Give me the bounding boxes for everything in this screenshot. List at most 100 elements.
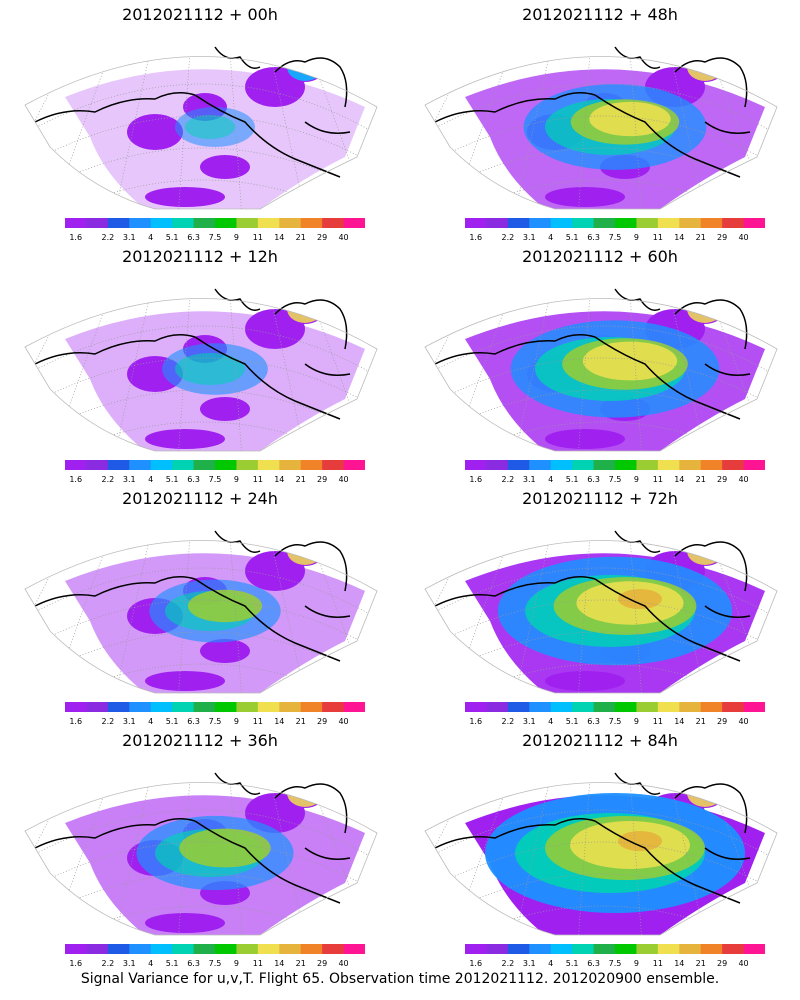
colorbar-swatch (343, 702, 365, 712)
panel-title: 2012021112 + 12h (122, 247, 278, 266)
colorbar-swatch (529, 460, 552, 470)
colorbar-swatch (236, 702, 259, 712)
variance-blob (200, 155, 250, 179)
colorbar-tick-label: 3.1 (523, 959, 536, 968)
longitude-line (209, 540, 371, 693)
variance-blob (200, 639, 250, 663)
coastline (704, 847, 751, 860)
colorbar-tick-label: 9 (634, 233, 639, 242)
latitude-line (25, 599, 377, 656)
coastline (434, 576, 596, 607)
colorbar-swatch (636, 460, 659, 470)
variance-blob (200, 397, 250, 421)
longitude-line (209, 298, 371, 451)
colorbar-swatch (529, 218, 552, 228)
coastline (214, 46, 261, 69)
colorbar-swatch (636, 944, 659, 954)
colorbar-swatch (193, 460, 216, 470)
coastline (304, 121, 351, 134)
variance-field-high (187, 589, 263, 623)
colorbar-swatch (657, 944, 680, 954)
colorbar-swatch (615, 218, 637, 228)
longitude-line (113, 298, 211, 451)
longitude-line (449, 56, 611, 209)
variance-map (24, 772, 378, 936)
colorbar-swatch (215, 460, 237, 470)
colorbar: 1.6 2.2 3.1 4 5.1 6.3 7.5 9 11 14 21 29 40 (65, 944, 365, 968)
colorbar-swatch (107, 218, 130, 228)
coastline (274, 57, 348, 108)
colorbar-swatch (550, 944, 573, 954)
coastline (304, 363, 351, 376)
variance-blob (545, 671, 625, 691)
colorbar-tick-label: 11 (653, 717, 663, 726)
colorbar-tick-label: 29 (717, 959, 727, 968)
colorbar-swatch (300, 460, 323, 470)
colorbar-tick-label: 29 (317, 717, 327, 726)
colorbar-swatch (743, 460, 765, 470)
coastline (594, 578, 741, 662)
longitude-line (209, 56, 307, 209)
colorbar-swatch (679, 460, 702, 470)
colorbar-swatch (150, 218, 173, 228)
colorbar-tick-label: 9 (634, 959, 639, 968)
variance-map (424, 46, 778, 210)
colorbar-swatch (465, 944, 487, 954)
coastline (614, 530, 661, 553)
colorbar-swatch (615, 944, 637, 954)
colorbar-swatch (465, 218, 487, 228)
colorbar-tick-label: 4 (148, 959, 153, 968)
colorbar-tick-label: 9 (634, 475, 639, 484)
colorbar-tick-label: 14 (274, 233, 284, 242)
coastline (704, 121, 751, 134)
colorbar-tick-label: 4 (148, 233, 153, 242)
coastline (304, 847, 351, 860)
colorbar-tick-label: 6.3 (187, 717, 200, 726)
colorbar-tick-label: 7.5 (609, 233, 622, 242)
colorbar-tick-label: 5.1 (166, 717, 179, 726)
latitude-line (25, 841, 377, 898)
colorbar-swatch (236, 460, 259, 470)
colorbar-tick-label: 21 (696, 475, 706, 484)
variance-hotspot (687, 540, 723, 565)
colorbar-swatch (743, 944, 765, 954)
colorbar-swatch (86, 944, 109, 954)
coastline (614, 288, 661, 311)
colorbar-swatch (172, 702, 195, 712)
colorbar-swatch (486, 218, 509, 228)
colorbar: 1.6 2.2 3.1 4 5.1 6.3 7.5 9 11 14 21 29 40 (465, 944, 765, 968)
colorbar-tick-label: 2.2 (501, 233, 514, 242)
longitude-line (49, 540, 211, 693)
coastline (434, 334, 596, 365)
colorbar-tick-label: 9 (234, 475, 239, 484)
colorbar-tick-label: 1.6 (69, 233, 82, 242)
latitude-line (25, 567, 377, 624)
variance-field-max (618, 831, 662, 851)
colorbar-swatch (300, 702, 323, 712)
variance-blob (545, 429, 625, 449)
colorbar-tick-label: 4 (548, 717, 553, 726)
variance-field-high (582, 341, 678, 381)
longitude-line (449, 782, 611, 935)
map-border (424, 540, 778, 694)
colorbar-tick-label: 9 (234, 233, 239, 242)
coastline (434, 92, 596, 123)
latitude-line (425, 841, 777, 898)
colorbar-swatch (65, 944, 87, 954)
colorbar-tick-label: 40 (738, 959, 748, 968)
longitude-line (113, 56, 211, 209)
colorbar-swatch (129, 702, 152, 712)
map-panel: 2012021112 + 24h 1.6 2.2 3.1 4 5.1 6.3 7.5 9 11 14… (5, 489, 395, 729)
variance-map (424, 288, 778, 452)
colorbar-tick-label: 5.1 (166, 475, 179, 484)
colorbar-swatch (722, 944, 745, 954)
longitude-line (209, 540, 307, 693)
variance-hotspot (687, 56, 723, 81)
colorbar-tick-label: 4 (548, 475, 553, 484)
colorbar-tick-label: 21 (296, 233, 306, 242)
colorbar-tick-label: 3.1 (523, 717, 536, 726)
longitude-line (49, 298, 211, 451)
variance-field-max (618, 589, 662, 609)
latitude-line (25, 325, 377, 382)
colorbar-tick-label: 1.6 (469, 717, 482, 726)
